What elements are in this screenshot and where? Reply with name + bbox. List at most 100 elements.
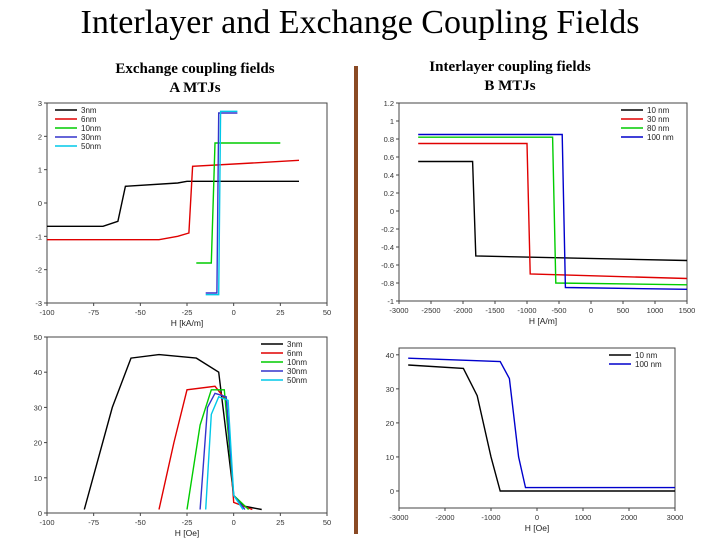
- chart-interlayer-peaks: -3000 -2000 -1000 0 1000 2000 3000 0 10 20 30 40 H […: [386, 347, 684, 533]
- left-heading-line1: Exchange coupling fields: [115, 61, 275, 77]
- y-tick-label: 3: [38, 99, 42, 108]
- legend-label: 100 nm: [647, 133, 674, 142]
- x-tick-label: -3000: [389, 306, 408, 315]
- x-tick-label: -2500: [421, 306, 440, 315]
- legend-label: 30nm: [287, 367, 307, 376]
- x-axis-label: H [Oe]: [525, 523, 550, 533]
- x-tick-label: -100: [39, 518, 54, 527]
- plot-frame: [46, 102, 328, 304]
- y-tick-label: -1: [387, 297, 394, 306]
- y-tick-label: 40: [386, 351, 394, 360]
- x-tick-label: -75: [88, 518, 99, 527]
- y-tick-label: 0.8: [384, 135, 394, 144]
- legend-label: 10 nm: [647, 106, 670, 115]
- y-tick-label: -3: [35, 299, 42, 308]
- y-tick-label: 2: [38, 132, 42, 141]
- y-tick-label: -0.6: [381, 261, 394, 270]
- x-axis-label: H [Oe]: [175, 528, 200, 538]
- legend-label: 6nm: [287, 349, 303, 358]
- x-tick-label: -75: [88, 308, 99, 317]
- x-tick-label: 2000: [621, 513, 638, 522]
- y-tick-label: 30: [34, 403, 42, 412]
- y-tick-label: 1.2: [384, 99, 394, 108]
- legend-label: 6nm: [81, 115, 97, 124]
- x-tick-label: 1000: [575, 513, 592, 522]
- chart-exchange-loops: -100 -75 -50 -25 0 25 50 -3 -2 -1 0 1 2 3 H [kA/m] 3nm6…: [35, 99, 331, 328]
- left-heading-line2: A MTJs: [169, 80, 221, 96]
- x-tick-label: -100: [39, 308, 54, 317]
- x-tick-label: -50: [135, 518, 146, 527]
- plot-frame: [46, 336, 328, 514]
- y-tick-label: 20: [386, 419, 394, 428]
- series-line-30nm: [205, 112, 238, 294]
- legend-label: 3nm: [81, 106, 97, 115]
- legend-label: 50nm: [81, 142, 101, 151]
- chart-interlayer-loops: -3000 -2500 -2000 -1500 -1000 -500 0 500 1000 150…: [381, 99, 696, 326]
- y-tick-label: 0: [390, 487, 394, 496]
- right-heading: Interlayer coupling fields B MTJs: [390, 58, 630, 96]
- plot-frame: [398, 102, 688, 302]
- series-line-100nm: [408, 357, 675, 489]
- series-line-10nm: [418, 160, 688, 262]
- left-heading: Exchange coupling fields A MTJs: [80, 60, 310, 98]
- y-tick-label: 20: [34, 439, 42, 448]
- plot-frame: [398, 347, 676, 509]
- x-tick-label: -2000: [435, 513, 454, 522]
- series-line-100nm: [418, 133, 688, 290]
- legend-label: 30 nm: [647, 115, 670, 124]
- legend-label: 100 nm: [635, 360, 662, 369]
- x-tick-label: 0: [232, 308, 236, 317]
- legend-label: 10nm: [81, 124, 101, 133]
- y-tick-label: 10: [34, 474, 42, 483]
- y-tick-label: -0.4: [381, 243, 394, 252]
- x-tick-label: -500: [551, 306, 566, 315]
- series-line-50nm: [205, 110, 238, 296]
- y-tick-label: -2: [35, 266, 42, 275]
- legend-label: 50nm: [287, 376, 307, 385]
- y-tick-label: 50: [34, 333, 42, 342]
- y-tick-label: 0: [38, 509, 42, 518]
- series-line-50nm: [205, 395, 244, 510]
- right-heading-line1: Interlayer coupling fields: [429, 59, 591, 75]
- x-tick-label: -2000: [453, 306, 472, 315]
- x-tick-label: -1000: [481, 513, 500, 522]
- y-tick-label: 30: [386, 385, 394, 394]
- y-tick-label: 0: [390, 207, 394, 216]
- x-tick-label: -1500: [485, 306, 504, 315]
- y-tick-label: -0.8: [381, 279, 394, 288]
- y-tick-label: 40: [34, 368, 42, 377]
- y-tick-label: 0: [38, 199, 42, 208]
- x-tick-label: 1500: [679, 306, 696, 315]
- x-tick-label: 1000: [647, 306, 664, 315]
- y-tick-label: 0.2: [384, 189, 394, 198]
- series-line-80nm: [418, 136, 688, 286]
- series-line-6nm: [47, 159, 300, 241]
- y-tick-label: 1: [38, 166, 42, 175]
- x-tick-label: -50: [135, 308, 146, 317]
- divider-bar: [354, 66, 358, 534]
- x-tick-label: 0: [589, 306, 593, 315]
- series-line-10nm: [196, 142, 281, 264]
- x-tick-label: 0: [232, 518, 236, 527]
- legend-label: 10nm: [287, 358, 307, 367]
- y-tick-label: -1: [35, 232, 42, 241]
- right-heading-line2: B MTJs: [484, 78, 536, 94]
- x-tick-label: 500: [617, 306, 630, 315]
- x-tick-label: 3000: [667, 513, 684, 522]
- x-tick-label: -25: [182, 518, 193, 527]
- series-line-3nm: [47, 180, 299, 228]
- y-tick-label: 0.4: [384, 171, 394, 180]
- x-tick-label: 25: [276, 308, 284, 317]
- x-tick-label: 50: [323, 518, 331, 527]
- series-line-10nm: [408, 364, 675, 492]
- series-line-30nm: [418, 142, 688, 280]
- x-axis-label: H [kA/m]: [171, 318, 204, 328]
- x-tick-label: -25: [182, 308, 193, 317]
- chart-exchange-peaks: -100 -75 -50 -25 0 25 50 0 10 20 30 40 50 H [Oe] 3nm6n…: [34, 333, 332, 538]
- legend-label: 3nm: [287, 340, 303, 349]
- y-tick-label: -0.2: [381, 225, 394, 234]
- x-tick-label: -1000: [517, 306, 536, 315]
- x-tick-label: 25: [276, 518, 284, 527]
- series-line-6nm: [158, 385, 253, 511]
